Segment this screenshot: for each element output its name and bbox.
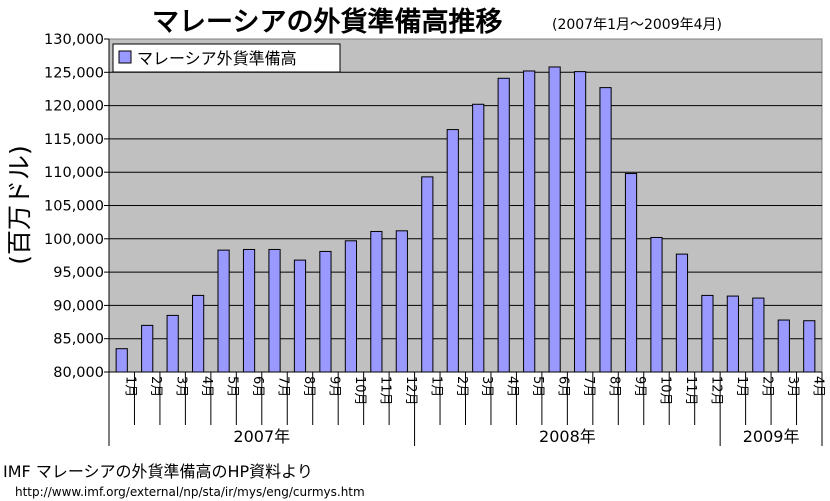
bar <box>192 294 205 373</box>
bar <box>141 324 154 373</box>
x-tick-label: 2月 <box>759 376 774 397</box>
year-label: 2007年 <box>233 427 290 446</box>
x-tick-label: 8月 <box>301 376 316 397</box>
legend-box <box>112 43 341 73</box>
bar <box>395 230 408 373</box>
x-tick-label: 5月 <box>225 376 240 397</box>
x-tick-label: 1月 <box>123 376 138 397</box>
y-tick-label: 90,000 <box>53 298 104 314</box>
y-axis-label: (百万ドル) <box>5 145 34 265</box>
x-tick-label: 12月 <box>708 376 723 406</box>
bar <box>777 319 790 373</box>
y-tick-label: 125,000 <box>44 65 104 81</box>
x-tick-label: 6月 <box>250 376 265 397</box>
bar <box>650 236 663 373</box>
bar <box>599 87 612 373</box>
x-tick-label: 9月 <box>326 376 341 397</box>
x-tick-label: 9月 <box>632 376 647 397</box>
bar <box>624 173 638 373</box>
chart-title: マレーシアの外貨準備高推移 <box>152 6 502 38</box>
x-tick-label: 3月 <box>479 376 494 397</box>
bar <box>573 71 587 373</box>
x-tick-label: 4月 <box>810 376 825 397</box>
bar <box>726 295 739 373</box>
x-tick-label: 3月 <box>785 376 800 397</box>
x-tick-label: 5月 <box>530 376 545 397</box>
y-tick-label: 85,000 <box>53 332 104 348</box>
y-tick-label: 105,000 <box>44 199 104 215</box>
bar <box>752 297 765 373</box>
x-tick-label: 1月 <box>734 376 749 397</box>
x-tick-label: 11月 <box>377 376 392 406</box>
x-tick-label: 4月 <box>199 376 214 397</box>
bar <box>523 70 536 373</box>
bar <box>293 259 307 373</box>
y-tick-label: 120,000 <box>44 99 104 115</box>
x-tick-label: 10月 <box>658 376 673 406</box>
bar <box>446 129 459 373</box>
x-axis-categories: 1月 2月 3月 4月 5月 6月 7月 8月 9月 10月 11月 12月 1月 2月 3月 4月 5月 6月 7… <box>108 372 825 425</box>
bar <box>803 320 816 373</box>
y-tick-label: 130,000 <box>44 32 104 48</box>
bar <box>675 253 689 373</box>
x-tick-label: 6月 <box>556 376 571 397</box>
bar <box>242 248 256 373</box>
x-axis-years: 2007年 2008年 2009年 <box>108 425 823 446</box>
x-tick-label: 2月 <box>454 376 469 397</box>
bar <box>472 103 485 373</box>
y-tick-label: 80,000 <box>53 365 104 381</box>
bar <box>115 348 128 373</box>
bar <box>548 66 561 373</box>
bar <box>319 250 332 373</box>
legend-swatch <box>118 50 132 64</box>
bar <box>701 294 714 373</box>
bars <box>115 66 816 373</box>
y-axis-ticks: 80,000 85,000 90,000 95,000 100,000 105,000 11… <box>44 32 822 381</box>
bar <box>421 176 434 373</box>
bar <box>344 240 358 373</box>
year-label: 2008年 <box>539 427 596 446</box>
y-tick-label: 110,000 <box>44 165 104 181</box>
bar <box>370 230 383 373</box>
bar <box>166 314 179 373</box>
x-tick-label: 3月 <box>174 376 189 397</box>
y-tick-label: 95,000 <box>53 265 104 281</box>
source-text: IMF マレーシアの外貨準備高のHP資料より <box>3 462 313 481</box>
legend-label: マレーシア外貨準備高 <box>137 49 297 68</box>
x-tick-label: 4月 <box>505 376 520 397</box>
bar <box>268 248 281 373</box>
y-tick-label: 100,000 <box>44 232 104 248</box>
x-tick-label: 12月 <box>403 376 418 406</box>
y-tick-label: 115,000 <box>44 132 104 148</box>
x-tick-label: 8月 <box>607 376 622 397</box>
chart-subtitle: (2007年1月〜2009年4月) <box>552 17 722 33</box>
x-tick-label: 2月 <box>148 376 163 397</box>
bar <box>217 249 230 373</box>
x-tick-label: 7月 <box>581 376 596 397</box>
x-tick-label: 7月 <box>276 376 291 397</box>
legend: マレーシア外貨準備高 <box>112 43 341 73</box>
x-tick-label: 10月 <box>352 376 367 406</box>
bar <box>497 77 510 373</box>
x-tick-label: 1月 <box>428 376 443 397</box>
x-tick-label: 11月 <box>683 376 698 406</box>
year-label: 2009年 <box>743 427 800 446</box>
source-url: http://www.imf.org/external/np/sta/ir/my… <box>15 485 365 499</box>
